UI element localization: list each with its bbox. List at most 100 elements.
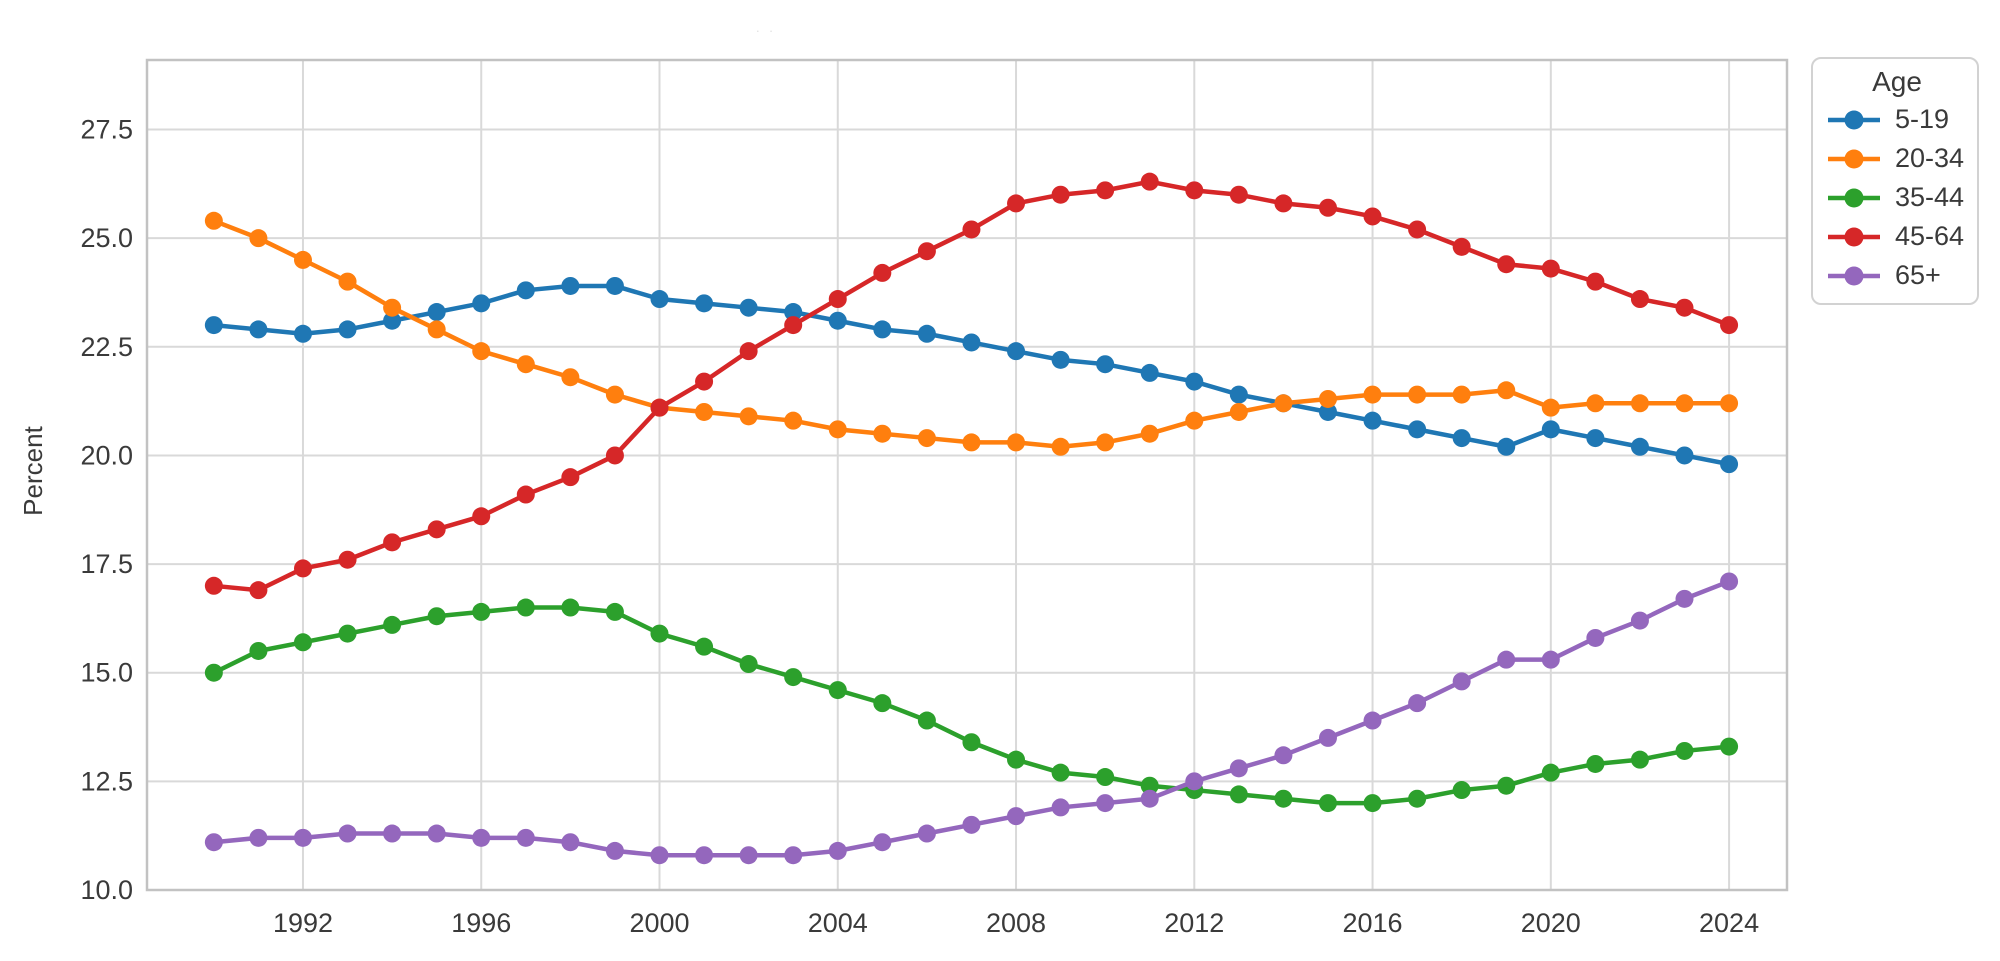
data-point bbox=[1452, 385, 1471, 404]
data-point bbox=[427, 320, 446, 339]
data-point bbox=[917, 242, 936, 261]
data-point bbox=[695, 846, 714, 865]
data-point bbox=[962, 733, 981, 752]
data-point bbox=[1363, 385, 1382, 404]
data-point bbox=[204, 833, 223, 852]
legend-label: 45-64 bbox=[1895, 221, 1965, 251]
data-point bbox=[1586, 429, 1605, 448]
faint-title: . . bbox=[756, 20, 776, 35]
data-point bbox=[516, 281, 535, 300]
data-point bbox=[1675, 394, 1694, 413]
data-point bbox=[828, 841, 847, 860]
data-point bbox=[828, 311, 847, 330]
data-point bbox=[1363, 711, 1382, 730]
data-point bbox=[249, 828, 268, 847]
data-point bbox=[338, 624, 357, 643]
x-tick-label-2024: 2024 bbox=[1699, 908, 1759, 938]
data-point bbox=[1051, 350, 1070, 369]
series-markers-45-64 bbox=[204, 172, 1739, 600]
data-point bbox=[739, 342, 758, 361]
data-point bbox=[561, 598, 580, 617]
x-tick-label-1996: 1996 bbox=[451, 908, 511, 938]
data-point bbox=[1007, 807, 1026, 826]
data-point bbox=[1185, 772, 1204, 791]
data-point bbox=[650, 624, 669, 643]
data-point bbox=[1720, 316, 1739, 335]
data-point bbox=[1007, 342, 1026, 361]
legend-marker-icon bbox=[1828, 110, 1880, 129]
data-point bbox=[561, 468, 580, 487]
data-point bbox=[917, 711, 936, 730]
data-point bbox=[784, 411, 803, 430]
data-point bbox=[1452, 429, 1471, 448]
y-tick-label-27.5: 27.5 bbox=[80, 115, 133, 145]
data-point bbox=[1541, 763, 1560, 782]
data-point bbox=[1586, 628, 1605, 647]
data-point bbox=[1007, 433, 1026, 452]
legend-item-45-64: 45-64 bbox=[1825, 217, 1969, 256]
data-point bbox=[516, 355, 535, 374]
legend-item-5-19: 5-19 bbox=[1825, 100, 1969, 139]
data-point bbox=[561, 276, 580, 295]
data-point bbox=[962, 333, 981, 352]
data-point bbox=[427, 303, 446, 322]
data-point bbox=[873, 424, 892, 443]
data-point bbox=[293, 250, 312, 269]
data-point bbox=[1541, 650, 1560, 669]
data-point bbox=[249, 320, 268, 339]
data-point bbox=[784, 846, 803, 865]
data-point bbox=[1007, 750, 1026, 769]
data-point bbox=[1630, 290, 1649, 309]
data-point bbox=[427, 520, 446, 539]
y-tick-label-17.5: 17.5 bbox=[80, 549, 133, 579]
x-tick-label-2000: 2000 bbox=[629, 908, 689, 938]
data-point bbox=[962, 220, 981, 239]
data-point bbox=[427, 607, 446, 626]
data-point bbox=[1229, 385, 1248, 404]
y-tick-label-12.5: 12.5 bbox=[80, 766, 133, 796]
data-point bbox=[1497, 255, 1516, 274]
data-point bbox=[383, 311, 402, 330]
data-point bbox=[1140, 363, 1159, 382]
data-point bbox=[1318, 198, 1337, 217]
data-point bbox=[1720, 455, 1739, 474]
data-point bbox=[695, 402, 714, 421]
plot-border bbox=[145, 58, 1789, 892]
legend-label: 5-19 bbox=[1895, 104, 1950, 134]
data-point bbox=[828, 290, 847, 309]
x-tick-label-2016: 2016 bbox=[1343, 908, 1403, 938]
series-markers-35-44 bbox=[204, 598, 1739, 813]
data-point bbox=[1318, 389, 1337, 408]
data-point bbox=[1630, 394, 1649, 413]
data-point bbox=[650, 290, 669, 309]
x-tick-label-2020: 2020 bbox=[1521, 908, 1581, 938]
data-point bbox=[650, 398, 669, 417]
data-point bbox=[605, 276, 624, 295]
y-tick-label-20.0: 20.0 bbox=[80, 440, 133, 470]
data-point bbox=[605, 841, 624, 860]
data-point bbox=[1096, 355, 1115, 374]
data-point bbox=[293, 324, 312, 343]
y-axis-label: Percent bbox=[18, 426, 48, 516]
data-point bbox=[1497, 650, 1516, 669]
data-point bbox=[516, 485, 535, 504]
legend-marker-icon bbox=[1828, 149, 1880, 168]
data-point bbox=[605, 602, 624, 621]
data-point bbox=[1452, 781, 1471, 800]
data-point bbox=[1541, 420, 1560, 439]
data-point bbox=[516, 598, 535, 617]
x-tick-label-2012: 2012 bbox=[1164, 908, 1224, 938]
legend-item-20-34: 20-34 bbox=[1825, 139, 1969, 178]
data-point bbox=[249, 229, 268, 248]
data-point bbox=[1363, 411, 1382, 430]
data-point bbox=[338, 824, 357, 843]
series-markers-5-19 bbox=[204, 276, 1739, 474]
data-point bbox=[1318, 728, 1337, 747]
data-point bbox=[1096, 181, 1115, 200]
legend-title: Age bbox=[1872, 66, 1922, 97]
data-point bbox=[1140, 172, 1159, 191]
data-point bbox=[383, 615, 402, 634]
data-point bbox=[249, 581, 268, 600]
y-tick-label-15.0: 15.0 bbox=[80, 658, 133, 688]
